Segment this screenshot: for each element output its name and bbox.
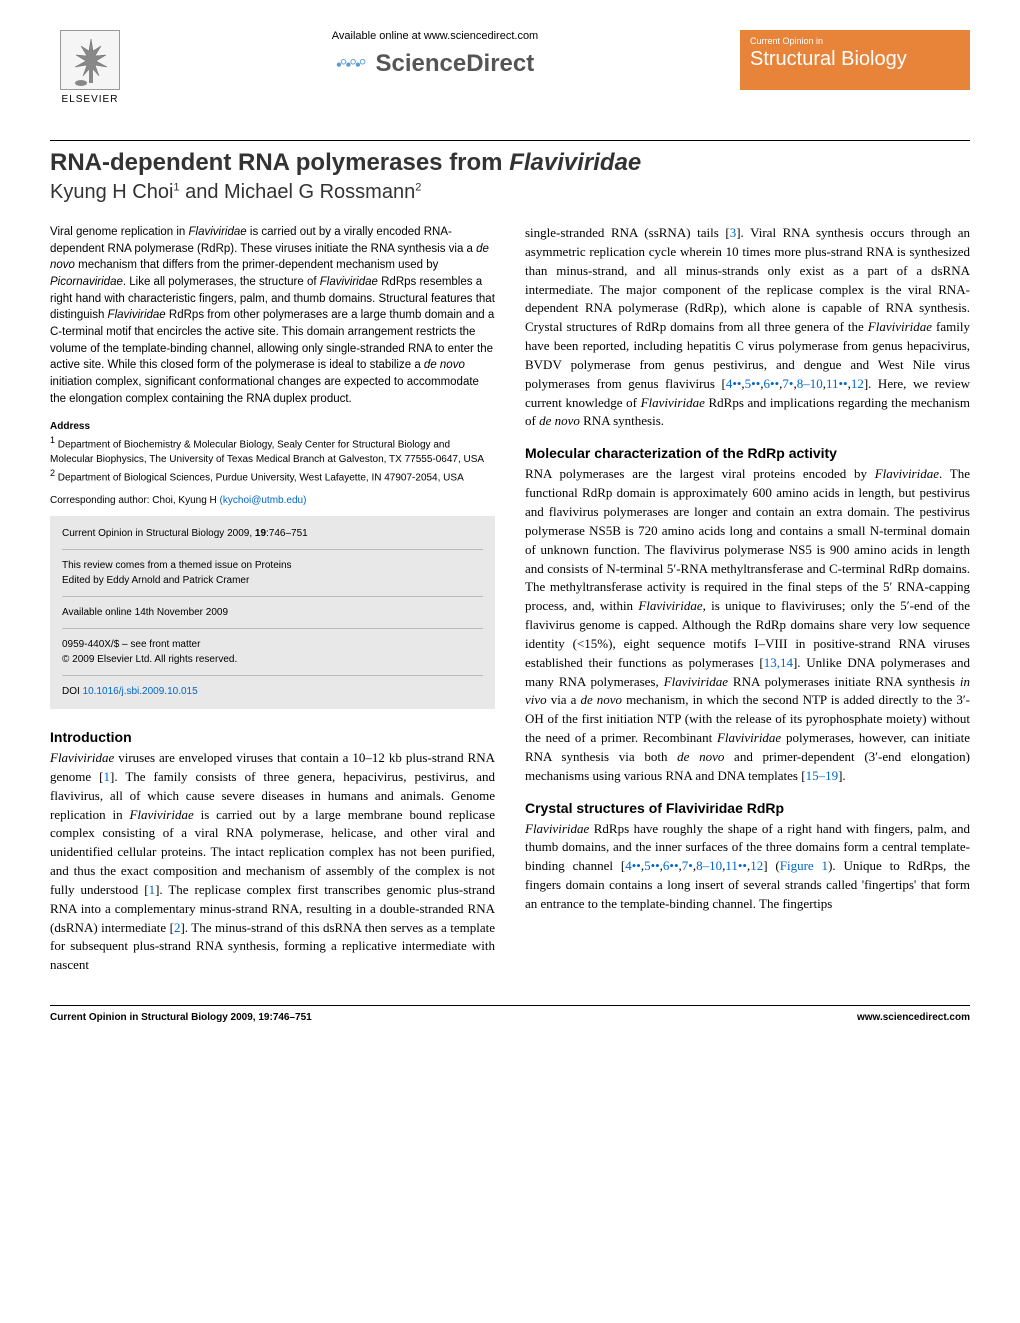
infobox-divider <box>62 675 483 676</box>
infobox-divider <box>62 549 483 550</box>
infobox-copyright: © 2009 Elsevier Ltd. All rights reserved… <box>62 652 483 667</box>
sciencedirect-logo: •°•°•° ScienceDirect <box>130 50 740 78</box>
doi-link[interactable]: 10.1016/j.sbi.2009.10.015 <box>83 686 198 697</box>
elsevier-tree-icon <box>60 30 120 90</box>
section-heading-molec: Molecular characterization of the RdRp a… <box>525 445 970 461</box>
available-online-text: Available online at www.sciencedirect.co… <box>130 30 740 42</box>
badge-large-text: Structural Biology <box>750 48 960 71</box>
footer-right: www.sciencedirect.com <box>857 1012 970 1023</box>
info-box: Current Opinion in Structural Biology 20… <box>50 516 495 709</box>
corresponding-email-link[interactable]: (kychoi@utmb.edu) <box>220 495 307 506</box>
left-column: Viral genome replication in Flaviviridae… <box>50 224 495 975</box>
sd-dots-icon: •°•°•° <box>336 55 365 76</box>
authors: Kyung H Choi1 and Michael G Rossmann2 <box>50 181 970 204</box>
intro-body: Flaviviridae viruses are enveloped virus… <box>50 749 495 975</box>
two-column-layout: Viral genome replication in Flaviviridae… <box>50 224 970 975</box>
title-pre: RNA-dependent RNA polymerases from <box>50 149 509 176</box>
page-header: ELSEVIER Available online at www.science… <box>50 30 970 120</box>
molec-body: RNA polymerases are the largest viral pr… <box>525 465 970 785</box>
elsevier-label: ELSEVIER <box>62 94 119 105</box>
elsevier-logo: ELSEVIER <box>50 30 130 120</box>
infobox-divider <box>62 596 483 597</box>
section-heading-crystal: Crystal structures of Flaviviridae RdRp <box>525 800 970 816</box>
address-heading: Address <box>50 421 495 432</box>
section-heading-intro: Introduction <box>50 729 495 745</box>
corresponding-author: Corresponding author: Choi, Kyung H (kyc… <box>50 495 495 506</box>
corresponding-label: Corresponding author: Choi, Kyung H <box>50 495 220 506</box>
sciencedirect-text: ScienceDirect <box>375 50 534 77</box>
infobox-themed: This review comes from a themed issue on… <box>62 558 483 573</box>
infobox-online: Available online 14th November 2009 <box>62 605 483 620</box>
title-italic: Flaviviridae <box>509 149 641 176</box>
intro-continue: single-stranded RNA (ssRNA) tails [3]. V… <box>525 224 970 431</box>
right-column: single-stranded RNA (ssRNA) tails [3]. V… <box>525 224 970 975</box>
address-body: 1 Department of Biochemistry & Molecular… <box>50 434 495 485</box>
page-footer: Current Opinion in Structural Biology 20… <box>50 1005 970 1023</box>
doi-label: DOI <box>62 686 83 697</box>
journal-badge: Current Opinion in Structural Biology <box>740 30 970 90</box>
footer-left: Current Opinion in Structural Biology 20… <box>50 1012 312 1023</box>
infobox-divider <box>62 628 483 629</box>
infobox-citation: Current Opinion in Structural Biology 20… <box>62 526 483 541</box>
infobox-doi: DOI 10.1016/j.sbi.2009.10.015 <box>62 684 483 699</box>
article-title: RNA-dependent RNA polymerases from Flavi… <box>50 149 970 177</box>
abstract-text: Viral genome replication in Flaviviridae… <box>50 224 495 407</box>
center-header: Available online at www.sciencedirect.co… <box>130 30 740 78</box>
crystal-body: Flaviviridae RdRps have roughly the shap… <box>525 820 970 914</box>
title-row: RNA-dependent RNA polymerases from Flavi… <box>50 140 970 177</box>
badge-small-text: Current Opinion in <box>750 36 960 46</box>
infobox-issn: 0959-440X/$ – see front matter <box>62 637 483 652</box>
infobox-edited: Edited by Eddy Arnold and Patrick Cramer <box>62 573 483 588</box>
